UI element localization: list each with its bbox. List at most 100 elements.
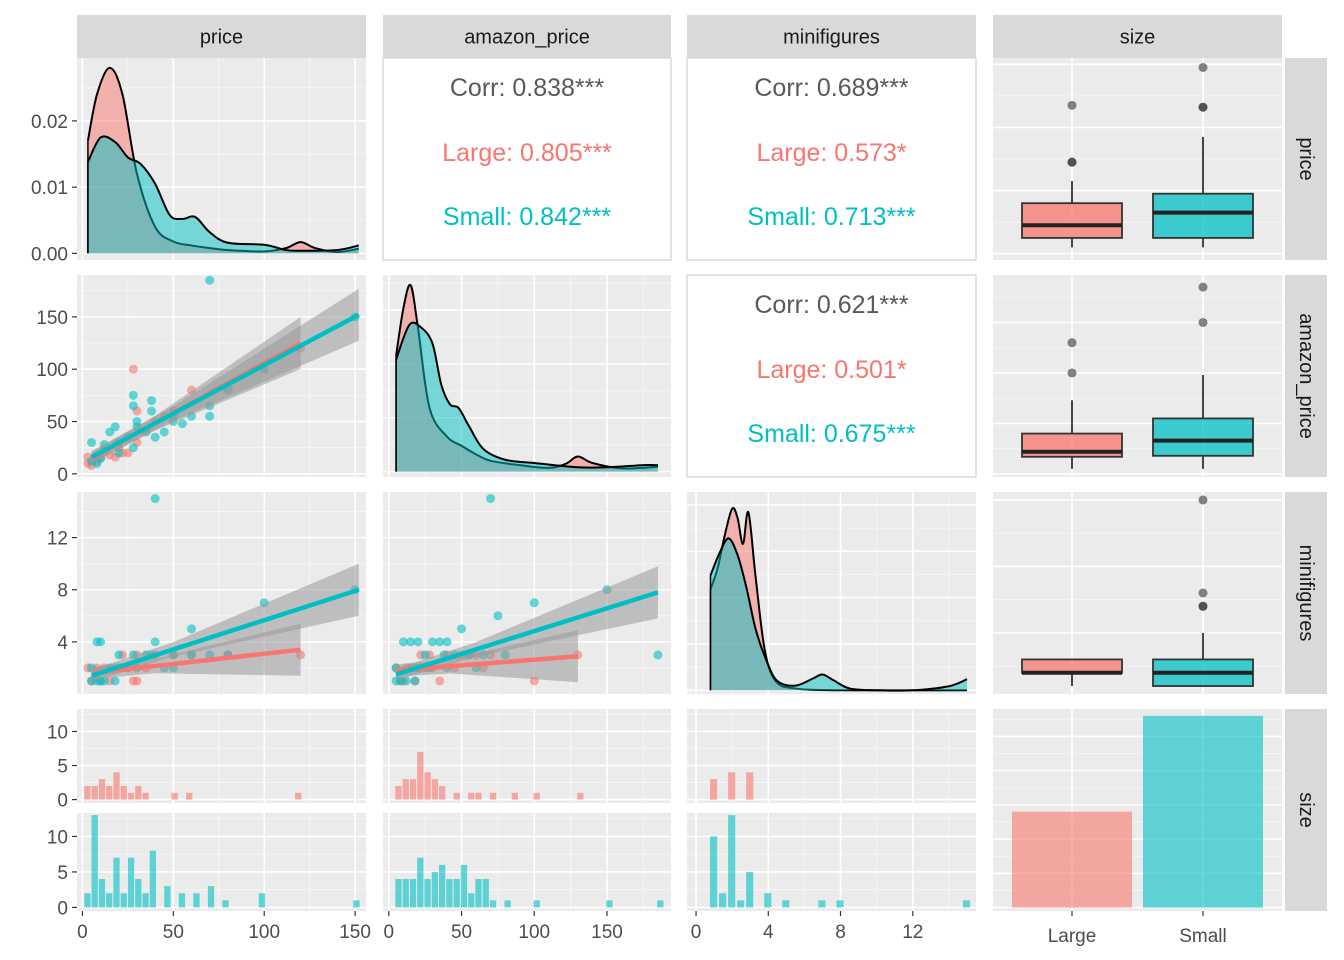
scatter-amazon-vs-price-point-small <box>128 390 138 400</box>
y-axis-amazon-tick-label: 50 <box>47 413 68 434</box>
scatter-minifig-vs-amazon-point-small <box>398 637 408 647</box>
hist-amazon-small-bar <box>489 900 497 908</box>
strips-layer: price amazon_price minifigures size price ama… <box>77 15 1327 911</box>
corr-small: Small: 0.842*** <box>443 203 611 231</box>
boxplot-price-content <box>993 58 1282 260</box>
scatter-minifig-vs-amazon-point-small <box>406 637 416 647</box>
strip-row-minifigures <box>1285 492 1327 694</box>
y-axis-count-small-tick-label: 5 <box>57 863 68 884</box>
hist-minifig-large-content <box>687 709 976 803</box>
hist-minifig-large-bar <box>710 779 718 800</box>
hist-amazon-small-bar <box>482 879 489 908</box>
hist-amazon-small-bar <box>402 879 409 908</box>
hist-price-large-bar <box>113 772 120 800</box>
boxplot-amazon-price-content <box>993 275 1282 477</box>
scatter-minifig-vs-price-point-small <box>110 676 120 686</box>
hist-amazon-small-bar <box>395 879 402 908</box>
hist-amazon-large-content <box>383 709 671 803</box>
scatter-minifig-vs-price-point-small <box>96 637 106 647</box>
density-price-density-line-small <box>87 135 359 252</box>
bar-size-bar-small <box>1143 715 1263 908</box>
x-axis-minifigures-tick-label: 4 <box>763 922 774 943</box>
strip-col-amazon_price <box>383 15 671 58</box>
hist-amazon-small-content <box>383 813 671 911</box>
hist-price-small-bar <box>178 893 186 908</box>
scatter-minifig-vs-amazon-point-small <box>413 637 423 647</box>
corr-small: Small: 0.713*** <box>747 203 915 231</box>
strip-row-size <box>1285 709 1327 911</box>
boxplot-price-outlier-small <box>1198 102 1208 112</box>
hist-price-small-bar <box>135 879 142 908</box>
scatter-amazon-vs-price-point-small <box>110 422 120 432</box>
hist-price-large-bar <box>171 792 178 800</box>
hist-amazon-large-bar <box>409 779 417 800</box>
hist-price-small-bar <box>164 886 171 908</box>
scatter-minifig-vs-price-point-small <box>114 650 124 660</box>
hist-amazon-small-bar <box>439 864 446 908</box>
hist-amazon-small <box>383 813 671 911</box>
bar-size-content <box>993 709 1282 911</box>
x-axis-price-tick-label: 150 <box>339 922 371 943</box>
hist-amazon-small-bar <box>657 900 664 908</box>
hist-amazon-small-bar <box>504 900 511 908</box>
hist-price-large-bar <box>127 792 135 800</box>
scatter-minifig-vs-price-point-small <box>150 494 160 504</box>
hist-price-small-bar <box>106 893 113 908</box>
scatter-amazon-vs-price-content <box>77 275 366 477</box>
y-axis-price-tick-label: 0.02 <box>31 112 68 133</box>
y-axis-amazon-tick-label: 0 <box>57 465 68 486</box>
corr-overall: Corr: 0.689*** <box>754 74 909 102</box>
hist-minifig-small-content <box>687 813 976 911</box>
hist-amazon-large-bar <box>577 792 584 800</box>
hist-amazon-small-bar <box>468 893 475 908</box>
scatter-amazon-vs-price-point-small <box>177 419 187 429</box>
scatter-minifig-vs-amazon-fit-line-large <box>395 653 579 673</box>
scatter-minifig-vs-amazon-point-small <box>493 611 503 621</box>
strip-col-label-size: size <box>1120 27 1156 49</box>
corr-small: Small: 0.675*** <box>747 420 915 448</box>
scatter-minifig-vs-price-point-small <box>150 637 160 647</box>
hist-amazon-small-bar <box>533 900 540 908</box>
boxplot-price-box-large <box>1021 202 1123 239</box>
density-amazon-price-content <box>383 275 671 477</box>
y-axis-price-tick-label: 0.01 <box>31 178 68 199</box>
hist-price-small-bar <box>84 893 91 908</box>
hist-price-small-bar <box>98 879 106 908</box>
hist-price-small-bar <box>193 893 200 908</box>
density-amazon-price-density-line-small <box>395 321 658 469</box>
x-axis-minifigures-tick-label: 8 <box>835 922 846 943</box>
hist-amazon-small-bar <box>606 900 613 908</box>
strip-row-amazon_price <box>1285 275 1327 477</box>
hist-amazon-small-bar <box>453 879 460 908</box>
boxplot-minifigures-outlier-small <box>1198 588 1208 598</box>
corr-panel-0 <box>382 57 672 261</box>
hist-minifig-small-bar <box>764 893 772 908</box>
hist-price-small-bar <box>222 900 229 908</box>
y-axis-amazon-tick-label: 150 <box>36 308 68 329</box>
boxplot-amazon-price-outlier-large <box>1067 368 1077 378</box>
scatter-amazon-vs-price-point-large <box>128 364 138 374</box>
scatter-minifig-vs-amazon-point-small <box>529 598 539 608</box>
y-axis-count-large-tick-label: 0 <box>57 791 68 812</box>
hist-price-small <box>77 813 366 911</box>
hist-amazon-small-bar <box>475 879 482 908</box>
hist-amazon-small-bar <box>424 879 431 908</box>
hist-amazon-large-bar <box>395 785 402 800</box>
x-axis-size-tick-label: Large <box>1048 926 1097 947</box>
strip-row-label-price: price <box>1295 137 1317 180</box>
boxplot-minifigures-outlier-small <box>1198 601 1208 611</box>
hist-amazon-large-bar <box>439 785 446 800</box>
strip-col-label-price: price <box>200 27 243 49</box>
x-axis-price-tick-label: 100 <box>248 922 280 943</box>
hist-minifig-small-bar <box>728 815 736 908</box>
scatter-amazon-vs-price-point-small <box>150 432 160 442</box>
boxplot-amazon-price-box-small <box>1152 417 1254 457</box>
hist-minifig-small-bar <box>737 900 745 908</box>
scatter-minifig-vs-amazon-point-small <box>427 637 437 647</box>
scatter-amazon-vs-price-point-small <box>147 396 157 406</box>
y-axis-price-tick-label: 0.00 <box>31 244 68 265</box>
corr-panel-2 <box>686 274 977 478</box>
hist-price-large-bar <box>295 792 302 800</box>
scatter-minifig-vs-amazon-point-small <box>486 494 496 504</box>
